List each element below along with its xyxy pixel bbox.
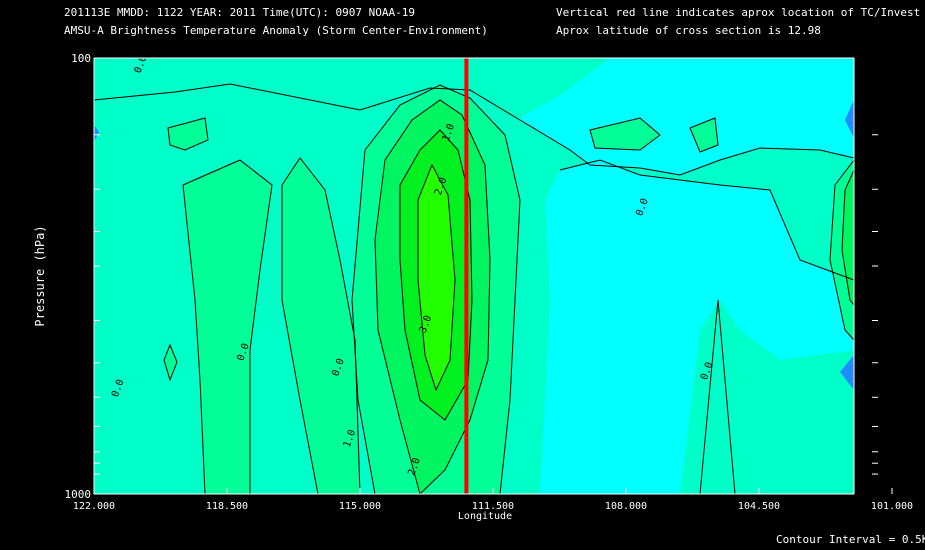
contour-line bbox=[167, 117, 209, 151]
contour-line bbox=[829, 159, 854, 341]
x-axis-label: Longitude bbox=[458, 511, 512, 522]
y-axis-label: Pressure (hPa) bbox=[33, 225, 47, 326]
x-tick-label: 108.000 bbox=[605, 501, 647, 512]
contour-band-2 bbox=[842, 170, 854, 305]
contour-line bbox=[589, 117, 661, 151]
contour-interval-label: Contour Interval = 0.5K bbox=[776, 533, 925, 546]
y-tick-label: 100 bbox=[71, 52, 91, 65]
contour-band-neg bbox=[700, 300, 735, 494]
axes: 122.000 118.500 115.000 111.500 108.000 104.5… bbox=[33, 52, 913, 522]
contour-band-neg2 bbox=[845, 100, 854, 138]
contour-line bbox=[689, 117, 719, 153]
contour-line bbox=[163, 343, 178, 382]
contour-line bbox=[559, 159, 854, 281]
contour-band-4 bbox=[418, 165, 455, 390]
x-tick-label: 122.000 bbox=[73, 501, 115, 512]
contour-band-1 bbox=[282, 158, 360, 494]
contour-band-neg2 bbox=[840, 355, 854, 390]
header-line-4: Aprox latitude of cross section is 12.98 bbox=[556, 24, 821, 37]
x-tick-label: 118.500 bbox=[206, 501, 248, 512]
contour-lines bbox=[94, 83, 854, 494]
x-tick-label: 111.500 bbox=[472, 501, 514, 512]
contour-line bbox=[364, 84, 521, 494]
contour-labels: 0.01.02.00.01.03.00.00.00.00.0 0.01.02.0 bbox=[110, 54, 875, 477]
x-tick-label: 104.500 bbox=[738, 501, 780, 512]
contour-label: 1.0 bbox=[859, 272, 876, 293]
contour-line bbox=[699, 299, 736, 494]
header-line-1: 201113E MMDD: 1122 YEAR: 2011 Time(UTC):… bbox=[64, 6, 415, 19]
contour-line bbox=[94, 83, 854, 176]
header-line-2: AMSU-A Brightness Temperature Anomaly (S… bbox=[64, 24, 488, 37]
contour-band-1 bbox=[168, 118, 208, 150]
header-line-3: Vertical red line indicates aprox locati… bbox=[556, 6, 921, 19]
contour-line bbox=[182, 159, 273, 494]
x-tick-label: 115.000 bbox=[339, 501, 381, 512]
contour-band-neg bbox=[540, 160, 854, 494]
y-tick-label: 1000 bbox=[65, 488, 92, 501]
contour-band-1 bbox=[164, 345, 177, 380]
contour-line bbox=[841, 169, 854, 306]
contour-line bbox=[399, 129, 473, 421]
contour-line bbox=[374, 99, 491, 494]
contour-band-neg2 bbox=[94, 125, 99, 142]
contour-label: 0.0 bbox=[859, 368, 876, 389]
contour-fill bbox=[94, 58, 854, 494]
contour-line bbox=[351, 149, 376, 494]
contour-line bbox=[281, 185, 319, 494]
contour-line bbox=[417, 163, 456, 392]
x-tick-label: 101.000 bbox=[871, 501, 913, 512]
contour-line bbox=[182, 184, 206, 494]
